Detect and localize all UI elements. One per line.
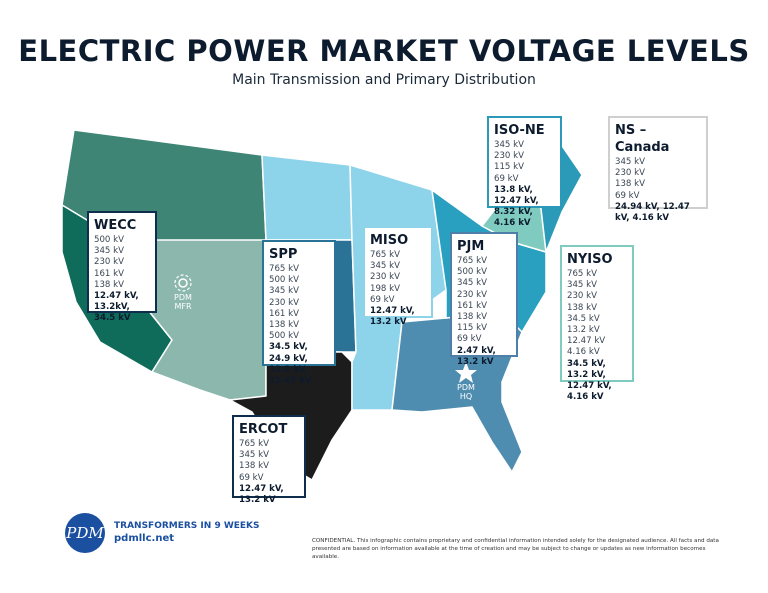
ns-canada-box: NS – Canada 345 kV 230 kV 138 kV 69 kV 24.94 … [608,116,708,223]
page-subtitle: Main Transmission and Primary Distributi… [232,72,536,88]
confidential-notice: CONFIDENTIAL. This infographic contains … [312,538,719,560]
distribution-levels: 34.5 kV, 24.9 kV, 13.8 kV, 12.47 kV [269,342,312,387]
voltage-level: 4.16 kV [567,347,600,358]
voltage-level: 345 kV [615,157,645,167]
voltage-level: 161 kV [94,268,124,279]
voltage-level: 345 kV [94,246,124,257]
voltage-level: 500 kV [457,267,487,278]
voltage-level: 13.2 kV [567,325,600,336]
voltage-level: 115 kV [494,162,524,173]
region-name: MISO [370,233,409,248]
distribution-levels: 34.5 kV, 13.2 kV, 12.47 kV, 4.16 kV [567,358,612,403]
distribution-levels: 12.47 kV, 13.2 kV [370,306,415,328]
isone-box: ISO-NE 345 kV 230 kV 115 kV 69 kV 13.8 kV, 12… [487,116,562,228]
page-title: ELECTRIC POWER MARKET VOLTAGE LEVELS [18,34,750,68]
region-spp-north [261,154,353,241]
voltage-level: 230 kV [94,257,124,268]
voltage-level: 500 kV [94,235,124,245]
website-link[interactable]: pdmllc.net [114,533,174,544]
wecc-box: WECC 500 kV 345 kV 230 kV 161 kV 138 kV 12.47 … [87,211,157,323]
hq-line2: HQ [459,392,473,401]
spp-box: SPP 765 kV 500 kV 345 kV 230 kV 161 kV 138 kV 5… [262,240,336,386]
region-name: ISO-NE [494,123,545,138]
voltage-level: 230 kV [615,168,645,179]
voltage-level: 230 kV [494,151,524,162]
voltage-level: 345 kV [269,286,299,297]
region-name: NYISO [567,252,613,267]
distribution-levels: 12.47 kV, 13.2 kV [239,483,284,506]
nyiso-box: NYISO 765 kV 345 kV 230 kV 138 kV 34.5 kV 13.2… [560,245,634,402]
region-name: NS – Canada [615,123,670,155]
voltage-level: 69 kV [457,334,482,345]
voltage-level: 161 kV [457,300,487,311]
distribution-levels: 2.47 kV, 13.2 kV [457,345,496,367]
distribution-levels: 24.94 kV, 12.47 kV, 4.16 kV [615,201,690,224]
voltage-level: 198 kV [370,283,400,294]
pdm-mfr-label: PDM MFR [168,293,198,311]
voltage-level: 500 kV [269,275,299,286]
voltage-level: 161 kV [269,308,299,319]
voltage-level: 345 kV [494,140,524,150]
voltage-level: 230 kV [269,297,299,308]
voltage-level: 12.47 kV [567,336,606,347]
pjm-box: PJM 765 kV 500 kV 345 kV 230 kV 161 kV 138 kV 1… [450,232,518,367]
voltage-level: 138 kV [457,312,487,323]
voltage-level: 138 kV [269,320,299,331]
voltage-level: 345 kV [567,280,597,291]
voltage-level: 345 kV [457,278,487,289]
pdm-hq-label: PDM HQ [451,383,481,401]
voltage-level: 138 kV [94,279,124,290]
voltage-level: 69 kV [615,190,640,201]
voltage-level: 138 kV [239,461,269,472]
mfr-line1: PDM [174,293,192,302]
region-name: SPP [269,247,298,262]
voltage-level: 345 kV [239,450,269,461]
pdm-logo: PDM [65,513,105,553]
voltage-level: 500 kV [269,331,299,342]
region-name: WECC [94,218,137,233]
mfr-line2: MFR [174,302,192,311]
voltage-level: 69 kV [370,294,395,305]
distribution-levels: 12.47 kV, 13.2kV, 34.5 kV [94,291,139,324]
ercot-box: ERCOT 765 kV 345 kV 138 kV 69 kV 12.47 kV, 13… [232,415,306,505]
voltage-level: 138 kV [567,302,597,313]
region-name: ERCOT [239,422,288,437]
voltage-level: 765 kV [457,256,487,266]
voltage-level: 115 kV [457,323,487,334]
voltage-level: 345 kV [370,261,400,272]
miso-box: MISO 765 kV 345 kV 230 kV 198 kV 69 kV 12.47 k… [363,226,433,327]
voltage-level: 765 kV [239,439,269,449]
star-icon [455,362,477,383]
tagline: TRANSFORMERS IN 9 WEEKS [114,521,260,531]
region-name: PJM [457,239,485,254]
voltage-level: 138 kV [615,179,645,190]
voltage-level: 230 kV [567,291,597,302]
distribution-levels: 13.8 kV, 12.47 kV, 8.32 kV, 4.16 kV [494,184,539,229]
hq-line1: PDM [457,383,475,392]
voltage-level: 765 kV [269,264,299,274]
gear-icon [174,274,192,292]
voltage-level: 765 kV [370,250,400,260]
voltage-level: 34.5 kV [567,313,600,324]
voltage-level: 230 kV [370,272,400,283]
voltage-level: 69 kV [494,173,519,184]
voltage-level: 69 kV [239,472,264,483]
voltage-level: 765 kV [567,269,597,279]
voltage-level: 230 kV [457,289,487,300]
